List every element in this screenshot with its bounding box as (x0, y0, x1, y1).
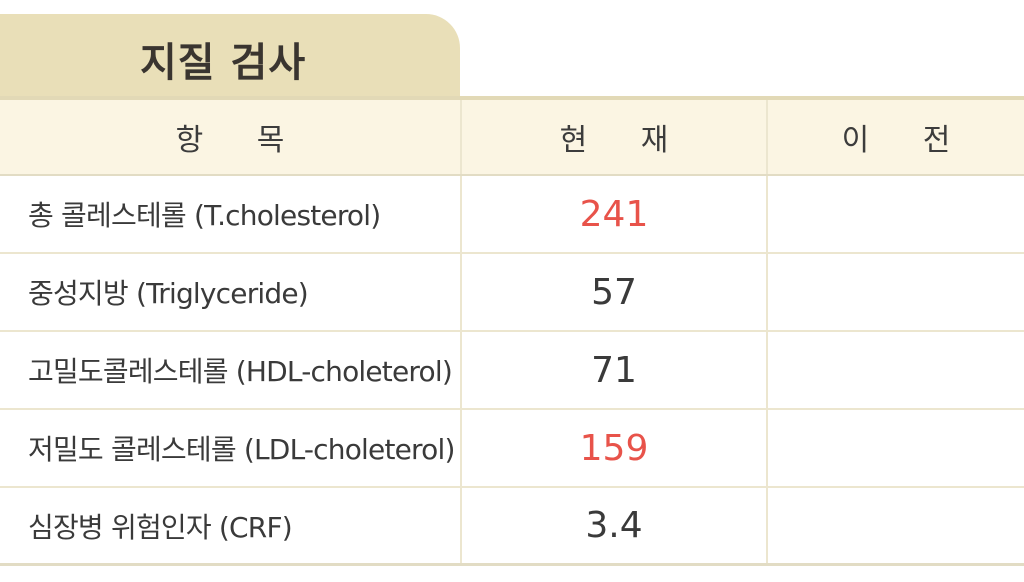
current-value-cell: 159 (462, 410, 768, 486)
row-label: 중성지방 (Triglyceride) (28, 277, 309, 310)
column-header-current: 현 재 (462, 100, 768, 174)
current-value: 3.4 (585, 505, 643, 546)
row-label-cell: 중성지방 (Triglyceride) (0, 254, 462, 330)
row-label: 심장병 위험인자 (CRF) (28, 510, 293, 544)
table-row: 심장병 위험인자 (CRF) 3.4 (0, 488, 1024, 566)
table-row: 저밀도 콜레스테롤 (LDL-choleterol) 159 (0, 410, 1024, 488)
previous-value-cell (768, 254, 1024, 330)
section-title: 지질 검사 (140, 40, 307, 86)
current-value: 159 (579, 427, 649, 469)
table-row: 고밀도콜레스테롤 (HDL-choleterol) 71 (0, 332, 1024, 410)
column-header-item: 항 목 (0, 100, 462, 174)
row-label: 총 콜레스테롤 (T.cholesterol) (28, 199, 381, 232)
section-title-tab: 지질 검사 (0, 14, 460, 98)
row-label-cell: 총 콜레스테롤 (T.cholesterol) (0, 176, 462, 252)
current-value: 241 (579, 193, 649, 235)
previous-value-cell (768, 488, 1024, 563)
table-row: 총 콜레스테롤 (T.cholesterol) 241 (0, 176, 1024, 254)
current-value-cell: 57 (462, 254, 768, 330)
previous-value-cell (768, 410, 1024, 486)
current-value-cell: 71 (462, 332, 768, 408)
current-value-cell: 241 (462, 176, 768, 252)
row-label-cell: 고밀도콜레스테롤 (HDL-choleterol) (0, 332, 462, 408)
current-value: 57 (591, 271, 637, 313)
row-label-cell: 저밀도 콜레스테롤 (LDL-choleterol) (0, 410, 462, 486)
lipid-results-table: 항 목 현 재 이 전 총 콜레스테롤 (T.cholesterol) 241 … (0, 96, 1024, 566)
column-header-previous: 이 전 (841, 123, 973, 158)
row-label: 저밀도 콜레스테롤 (LDL-choleterol) (28, 433, 455, 466)
row-label-cell: 심장병 위험인자 (CRF) (0, 488, 462, 563)
current-value-cell: 3.4 (462, 488, 768, 563)
current-value: 71 (591, 349, 637, 391)
previous-value-cell (768, 332, 1024, 408)
row-label: 고밀도콜레스테롤 (HDL-choleterol) (28, 355, 453, 388)
previous-value-cell (768, 176, 1024, 252)
table-header-row: 항 목 현 재 이 전 (0, 100, 1024, 176)
table-row: 중성지방 (Triglyceride) 57 (0, 254, 1024, 332)
